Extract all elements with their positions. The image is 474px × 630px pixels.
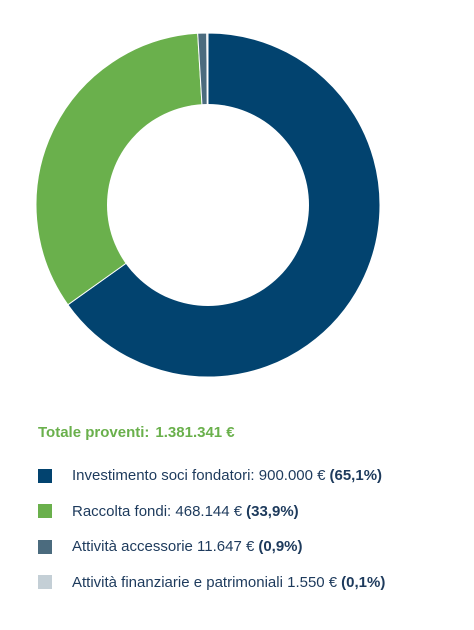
legend-percent: (33,9%): [246, 502, 299, 520]
legend-item-attivita-accessorie: Attività accessorie 11.647 € (0,9%): [38, 529, 385, 565]
total-value: 1.381.341 €: [155, 424, 235, 441]
donut-hole: [107, 104, 309, 306]
legend-item-raccolta-fondi: Raccolta fondi: 468.144 € (33,9%): [38, 494, 385, 530]
donut-slice-3: [206, 32, 209, 206]
legend-item-attivita-finanziarie: Attività finanziarie e patrimoniali 1.55…: [38, 565, 385, 601]
legend-label: Attività accessorie 11.647 €: [72, 538, 255, 556]
legend-label: Raccolta fondi: 468.144 €: [72, 502, 243, 520]
donut-chart: [35, 32, 381, 378]
legend-label: Investimento soci fondatori: 900.000 €: [72, 467, 326, 485]
legend-item-investimento-soci: Investimento soci fondatori: 900.000 € (6…: [38, 458, 385, 494]
total-proceeds: Totale proventi: 1.381.341 €: [38, 424, 235, 441]
legend-swatch: [38, 504, 52, 519]
total-label: Totale proventi:: [38, 424, 150, 441]
legend-percent: (0,9%): [258, 538, 303, 556]
legend-label: Attività finanziarie e patrimoniali 1.55…: [72, 573, 338, 591]
legend-swatch: [38, 575, 52, 590]
legend-swatch: [38, 539, 52, 554]
chart-legend: Investimento soci fondatori: 900.000 € (6…: [38, 458, 385, 600]
legend-swatch: [38, 468, 52, 483]
legend-percent: (0,1%): [341, 573, 386, 591]
legend-percent: (65,1%): [329, 467, 383, 485]
